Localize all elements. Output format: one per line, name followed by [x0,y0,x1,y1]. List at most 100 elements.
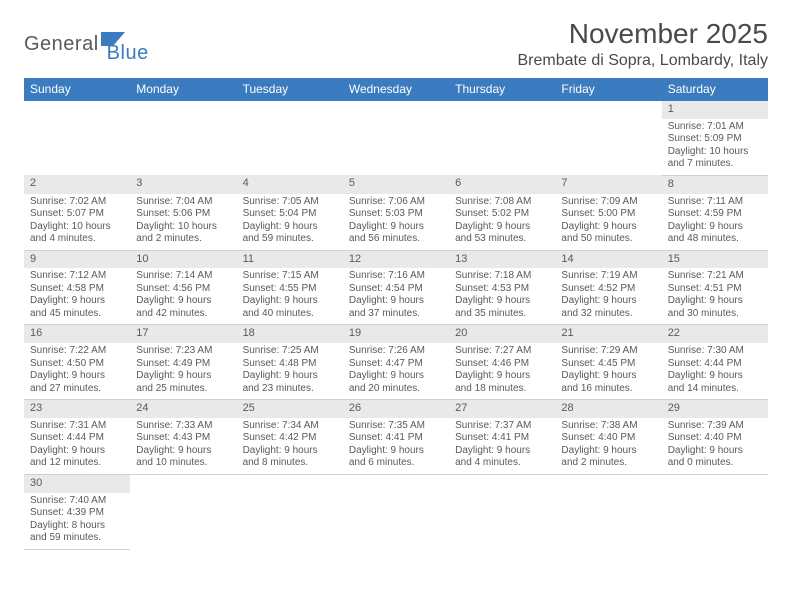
sunrise-text: Sunrise: 7:15 AM [243,270,337,283]
day-content-cell [130,119,236,176]
daylight-text-2: and 18 minutes. [455,383,549,396]
daylight-text-1: Daylight: 9 hours [30,445,124,458]
sunrise-text: Sunrise: 7:19 AM [561,270,655,283]
day-content-cell: Sunrise: 7:11 AMSunset: 4:59 PMDaylight:… [662,194,768,251]
day-content-cell [555,493,661,550]
daylight-text-2: and 25 minutes. [136,383,230,396]
sunset-text: Sunset: 4:56 PM [136,283,230,296]
day-number-cell: 8 [662,175,768,193]
daylight-text-1: Daylight: 10 hours [136,221,230,234]
daylight-text-2: and 59 minutes. [30,532,124,545]
daylight-text-2: and 35 minutes. [455,308,549,321]
day-number-cell: 13 [449,250,555,268]
day-content-cell: Sunrise: 7:18 AMSunset: 4:53 PMDaylight:… [449,268,555,325]
sunrise-text: Sunrise: 7:30 AM [668,345,762,358]
day-content-cell: Sunrise: 7:23 AMSunset: 4:49 PMDaylight:… [130,343,236,400]
day-number-cell: 17 [130,325,236,343]
day-content-cell: Sunrise: 7:35 AMSunset: 4:41 PMDaylight:… [343,418,449,475]
day-content-cell: Sunrise: 7:21 AMSunset: 4:51 PMDaylight:… [662,268,768,325]
sunset-text: Sunset: 4:52 PM [561,283,655,296]
day-content-cell: Sunrise: 7:25 AMSunset: 4:48 PMDaylight:… [237,343,343,400]
sunset-text: Sunset: 4:44 PM [668,358,762,371]
daylight-text-2: and 7 minutes. [668,158,762,171]
sunrise-text: Sunrise: 7:04 AM [136,196,230,209]
sunrise-text: Sunrise: 7:08 AM [455,196,549,209]
daylight-text-1: Daylight: 9 hours [668,370,762,383]
day-content-cell: Sunrise: 7:02 AMSunset: 5:07 PMDaylight:… [24,194,130,251]
sunset-text: Sunset: 4:59 PM [668,208,762,221]
sunset-text: Sunset: 4:49 PM [136,358,230,371]
weekday-header-row: SundayMondayTuesdayWednesdayThursdayFrid… [24,78,768,101]
day-number-cell: 10 [130,250,236,268]
weekday-header: Wednesday [343,78,449,101]
day-content-cell: Sunrise: 7:09 AMSunset: 5:00 PMDaylight:… [555,194,661,251]
day-number-cell [237,101,343,119]
daylight-text-1: Daylight: 9 hours [243,221,337,234]
sunrise-text: Sunrise: 7:33 AM [136,420,230,433]
day-content-cell: Sunrise: 7:33 AMSunset: 4:43 PMDaylight:… [130,418,236,475]
daylight-text-2: and 23 minutes. [243,383,337,396]
daylight-text-1: Daylight: 9 hours [455,445,549,458]
sunset-text: Sunset: 4:40 PM [561,432,655,445]
daylight-text-1: Daylight: 9 hours [561,295,655,308]
day-number-cell: 16 [24,325,130,343]
sunset-text: Sunset: 4:58 PM [30,283,124,296]
content-row: Sunrise: 7:02 AMSunset: 5:07 PMDaylight:… [24,194,768,251]
daylight-text-1: Daylight: 9 hours [455,370,549,383]
sunrise-text: Sunrise: 7:05 AM [243,196,337,209]
logo-text-general: General [24,33,99,56]
day-number-cell: 18 [237,325,343,343]
daynum-row: 16171819202122 [24,325,768,343]
daylight-text-2: and 48 minutes. [668,233,762,246]
sunrise-text: Sunrise: 7:25 AM [243,345,337,358]
day-number-cell: 2 [24,175,130,193]
day-number-cell: 19 [343,325,449,343]
daynum-row: 1 [24,101,768,119]
daylight-text-2: and 6 minutes. [349,457,443,470]
daynum-row: 30 [24,474,768,492]
day-content-cell [24,119,130,176]
daylight-text-2: and 8 minutes. [243,457,337,470]
daylight-text-1: Daylight: 9 hours [668,295,762,308]
daylight-text-1: Daylight: 9 hours [455,221,549,234]
day-number-cell: 27 [449,400,555,418]
day-content-cell: Sunrise: 7:05 AMSunset: 5:04 PMDaylight:… [237,194,343,251]
daylight-text-1: Daylight: 9 hours [668,221,762,234]
logo-text-blue: Blue [107,42,149,65]
content-row: Sunrise: 7:40 AMSunset: 4:39 PMDaylight:… [24,493,768,550]
daylight-text-1: Daylight: 9 hours [455,295,549,308]
day-number-cell: 29 [662,400,768,418]
sunrise-text: Sunrise: 7:21 AM [668,270,762,283]
day-number-cell [237,474,343,492]
day-number-cell [24,101,130,119]
daylight-text-1: Daylight: 9 hours [561,445,655,458]
sunrise-text: Sunrise: 7:31 AM [30,420,124,433]
daynum-row: 2345678 [24,175,768,193]
day-content-cell: Sunrise: 7:04 AMSunset: 5:06 PMDaylight:… [130,194,236,251]
day-number-cell: 7 [555,175,661,193]
day-content-cell: Sunrise: 7:14 AMSunset: 4:56 PMDaylight:… [130,268,236,325]
daylight-text-2: and 14 minutes. [668,383,762,396]
day-content-cell [449,493,555,550]
month-title: November 2025 [518,18,769,50]
daylight-text-2: and 12 minutes. [30,457,124,470]
daylight-text-2: and 53 minutes. [455,233,549,246]
daylight-text-1: Daylight: 9 hours [243,370,337,383]
sunset-text: Sunset: 4:42 PM [243,432,337,445]
sunrise-text: Sunrise: 7:12 AM [30,270,124,283]
day-content-cell: Sunrise: 7:06 AMSunset: 5:03 PMDaylight:… [343,194,449,251]
weekday-header: Tuesday [237,78,343,101]
day-number-cell [343,474,449,492]
sunset-text: Sunset: 5:00 PM [561,208,655,221]
daylight-text-2: and 20 minutes. [349,383,443,396]
day-content-cell: Sunrise: 7:37 AMSunset: 4:41 PMDaylight:… [449,418,555,475]
day-content-cell: Sunrise: 7:15 AMSunset: 4:55 PMDaylight:… [237,268,343,325]
day-number-cell: 4 [237,175,343,193]
day-content-cell: Sunrise: 7:16 AMSunset: 4:54 PMDaylight:… [343,268,449,325]
day-number-cell: 26 [343,400,449,418]
sunrise-text: Sunrise: 7:02 AM [30,196,124,209]
daylight-text-2: and 2 minutes. [561,457,655,470]
sunrise-text: Sunrise: 7:01 AM [668,121,762,134]
day-number-cell [130,474,236,492]
day-content-cell: Sunrise: 7:19 AMSunset: 4:52 PMDaylight:… [555,268,661,325]
